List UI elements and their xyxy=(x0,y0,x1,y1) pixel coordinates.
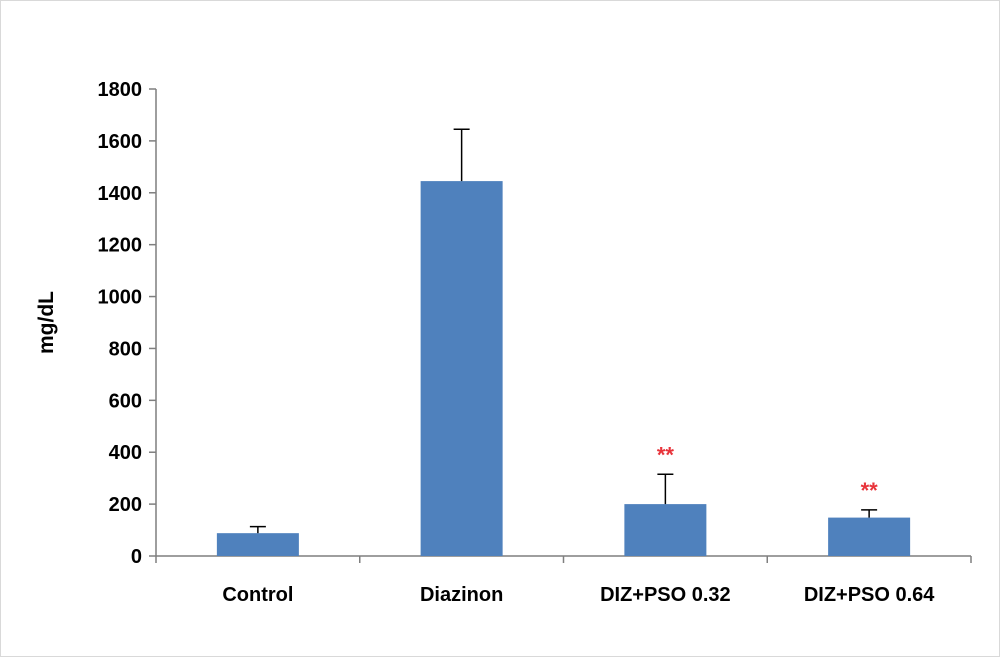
y-tick-label: 200 xyxy=(109,494,142,516)
x-tick-label: Diazinon xyxy=(420,584,503,606)
error-bars xyxy=(249,128,878,534)
bars xyxy=(216,181,911,556)
y-ticks: 0 200 400 600 800 1000 1200 1400 1600 1800 xyxy=(98,79,156,568)
x-tick-label: Control xyxy=(222,584,293,606)
bar xyxy=(624,504,707,556)
significance-marker: ** xyxy=(861,478,879,503)
annotations: ** ** xyxy=(657,442,878,503)
y-tick-label: 1400 xyxy=(98,183,143,205)
y-tick-label: 0 xyxy=(131,546,142,568)
y-tick-label: 1600 xyxy=(98,131,143,153)
bar xyxy=(420,181,503,556)
x-tick-label: DIZ+PSO 0.64 xyxy=(804,584,935,606)
y-tick-label: 800 xyxy=(109,338,142,360)
x-tick-label: DIZ+PSO 0.32 xyxy=(600,584,731,606)
y-tick-label: 600 xyxy=(109,390,142,412)
y-tick-label: 1000 xyxy=(98,287,143,309)
x-ticks: Control Diazinon DIZ+PSO 0.32 DIZ+PSO 0.64 xyxy=(155,556,972,606)
bar xyxy=(828,517,911,556)
axes xyxy=(155,89,971,557)
y-tick-label: 1800 xyxy=(98,79,143,101)
significance-marker: ** xyxy=(657,442,675,467)
bar xyxy=(216,533,299,556)
y-axis-label: mg/dL xyxy=(35,291,58,354)
y-tick-label: 1200 xyxy=(98,235,143,257)
y-tick-label: 400 xyxy=(109,442,142,464)
